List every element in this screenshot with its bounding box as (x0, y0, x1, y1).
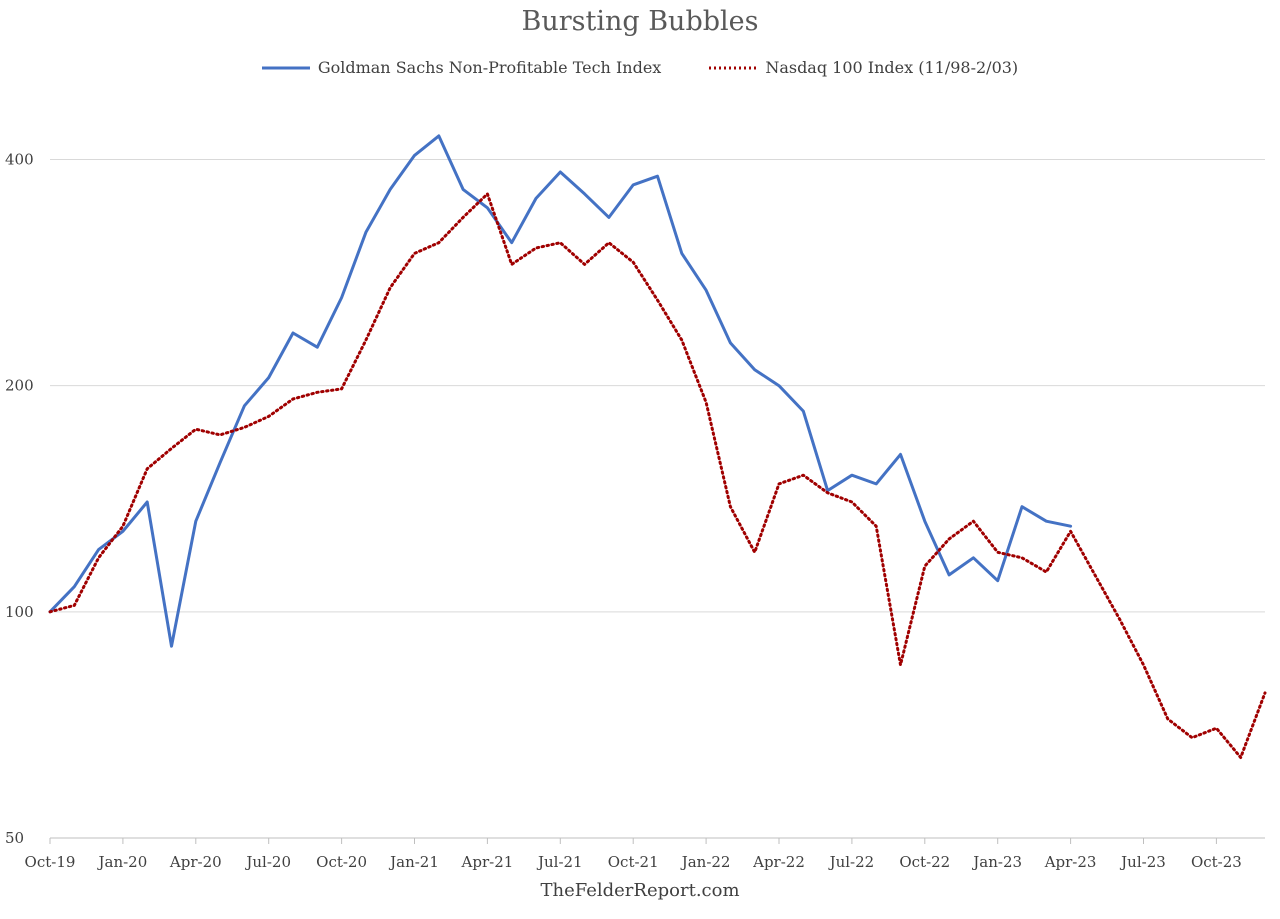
legend-item-goldman: Goldman Sachs Non-Profitable Tech Index (261, 58, 662, 77)
x-tick-label-Apr-21: Apr-21 (461, 853, 514, 871)
legend-swatch-goldman (261, 66, 310, 69)
legend-label-nasdaq: Nasdaq 100 Index (11/98-2/03) (765, 58, 1019, 77)
legend: Goldman Sachs Non-Profitable Tech Index … (0, 58, 1280, 77)
x-tick-label-Apr-22: Apr-22 (752, 853, 805, 871)
x-tick-label-Jul-21: Jul-21 (536, 853, 583, 871)
x-tick-label-Apr-23: Apr-23 (1044, 853, 1097, 871)
legend-item-nasdaq: Nasdaq 100 Index (11/98-2/03) (709, 58, 1018, 77)
x-tick-label-Jan-20: Jan-20 (97, 853, 148, 871)
legend-label-goldman: Goldman Sachs Non-Profitable Tech Index (317, 58, 662, 77)
x-tick-label-Oct-21: Oct-21 (608, 853, 659, 871)
x-tick-label-Oct-23: Oct-23 (1191, 853, 1242, 871)
x-tick-label-Jan-21: Jan-21 (388, 853, 439, 871)
x-tick-label-Oct-19: Oct-19 (25, 853, 76, 871)
x-tick-label-Jan-23: Jan-23 (971, 853, 1022, 871)
series-line-0 (48, 134, 1073, 648)
y-tick-label-50: 50 (5, 829, 24, 847)
x-tick-label-Jul-23: Jul-23 (1119, 853, 1166, 871)
x-tick-label-Oct-20: Oct-20 (316, 853, 367, 871)
legend-swatch-nasdaq (709, 66, 758, 69)
x-tick-label-Apr-20: Apr-20 (169, 853, 222, 871)
x-tick-label-Jul-20: Jul-20 (244, 853, 291, 871)
y-tick-label-200: 200 (5, 377, 34, 395)
chart-title: Bursting Bubbles (521, 6, 759, 37)
y-tick-label-100: 100 (5, 603, 34, 621)
x-tick-label-Oct-22: Oct-22 (899, 853, 950, 871)
x-tick-label-Jan-22: Jan-22 (680, 853, 731, 871)
x-tick-label-Jul-22: Jul-22 (828, 853, 875, 871)
y-tick-label-400: 400 (5, 150, 34, 168)
series-line-1 (48, 192, 1267, 759)
source-credit: TheFelderReport.com (540, 880, 740, 901)
